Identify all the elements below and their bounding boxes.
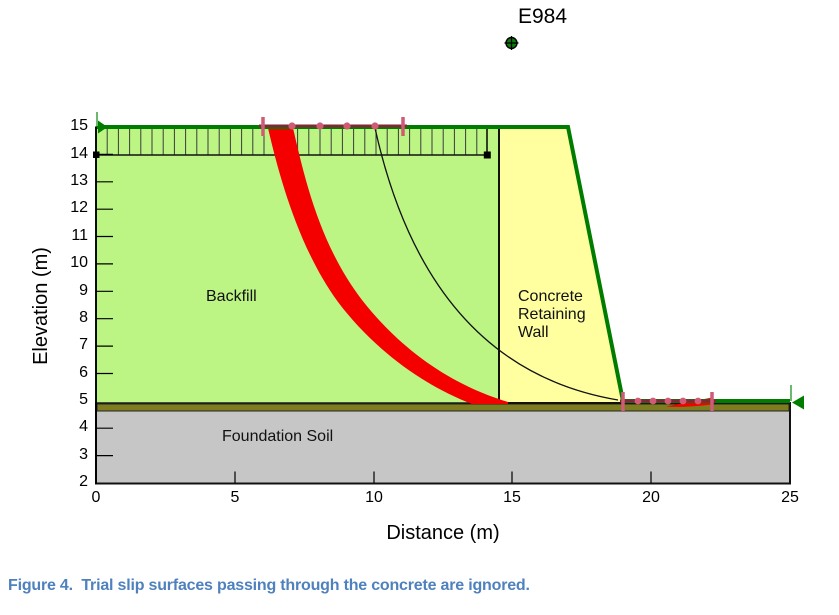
figure-caption: Figure 4. Trial slip surfaces passing th… <box>8 577 530 594</box>
toe-pressure-marker <box>620 392 716 411</box>
base-layer-strip <box>96 403 790 412</box>
y-tick-label: 14 <box>70 145 88 162</box>
x-tick-label: 5 <box>230 489 240 506</box>
surface-end-arrow-right-icon <box>792 395 804 410</box>
e984-point-icon <box>504 36 519 50</box>
x-axis-ticks <box>234 471 652 483</box>
x-tick-label: 10 <box>365 489 383 506</box>
y-tick-label: 11 <box>71 227 88 244</box>
y-tick-label: 3 <box>79 446 88 463</box>
y-tick-label: 9 <box>79 282 88 299</box>
y-tick-label: 10 <box>70 254 88 271</box>
critical-slip-band <box>268 128 508 404</box>
y-tick-label: 12 <box>70 199 88 216</box>
y-tick-label: 8 <box>79 309 88 326</box>
x-tick-label: 15 <box>503 489 521 506</box>
y-tick-label: 15 <box>70 117 88 134</box>
e984-label: E984 <box>518 5 568 28</box>
y-tick-label: 13 <box>70 172 88 189</box>
x-axis-title: Distance (m) <box>386 522 500 544</box>
surcharge-end-point-right <box>483 151 491 159</box>
y-tick-label: 2 <box>79 473 88 490</box>
x-tick-label: 0 <box>91 489 101 506</box>
y-tick-label: 7 <box>79 336 88 353</box>
surface-end-arrow-left-icon <box>98 120 108 134</box>
x-tick-label: 25 <box>781 489 799 506</box>
x-tick-label: 20 <box>642 489 660 506</box>
y-tick-label: 5 <box>79 391 88 408</box>
foundation-soil-region <box>95 402 791 485</box>
y-tick-label: 6 <box>79 364 88 381</box>
foundation-soil-label: Foundation Soil <box>222 428 334 445</box>
y-axis-ticks <box>96 153 113 457</box>
concrete-wall-label: Concrete Retaining Wall <box>518 288 586 341</box>
concrete-wall-region <box>498 126 625 404</box>
backfill-label: Backfill <box>206 288 257 305</box>
y-tick-label: 4 <box>79 418 88 435</box>
y-axis-title: Elevation (m) <box>30 247 52 365</box>
ignored-slip-surface-curve <box>374 127 619 401</box>
top-pressure-marker <box>259 117 407 136</box>
